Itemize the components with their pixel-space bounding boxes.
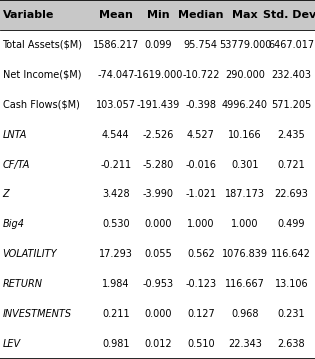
Bar — [0, 150, 315, 180]
Text: 187.173: 187.173 — [225, 190, 265, 200]
Text: Net Income($M): Net Income($M) — [3, 70, 81, 80]
Text: 10.166: 10.166 — [228, 130, 262, 140]
Text: 1.984: 1.984 — [102, 279, 129, 289]
Text: 2.638: 2.638 — [278, 339, 305, 349]
Text: 0.099: 0.099 — [145, 40, 172, 50]
Text: Cash Flows($M): Cash Flows($M) — [3, 100, 79, 110]
Text: 1.000: 1.000 — [187, 219, 215, 229]
Text: 0.981: 0.981 — [102, 339, 129, 349]
Text: RETURN: RETURN — [3, 279, 43, 289]
Text: 0.968: 0.968 — [231, 309, 259, 319]
Text: -191.439: -191.439 — [137, 100, 180, 110]
Text: 1586.217: 1586.217 — [93, 40, 139, 50]
Text: -3.990: -3.990 — [143, 190, 174, 200]
Bar — [0, 30, 315, 60]
Text: LNTA: LNTA — [3, 130, 27, 140]
Text: 1.000: 1.000 — [231, 219, 259, 229]
Text: 17.293: 17.293 — [99, 249, 133, 259]
Text: 0.562: 0.562 — [187, 249, 215, 259]
Text: -0.123: -0.123 — [185, 279, 216, 289]
Text: -10.722: -10.722 — [182, 70, 220, 80]
Text: -0.953: -0.953 — [143, 279, 174, 289]
Text: 571.205: 571.205 — [271, 100, 312, 110]
Text: Z: Z — [3, 190, 9, 200]
Text: 0.530: 0.530 — [102, 219, 129, 229]
Text: INVESTMENTS: INVESTMENTS — [3, 309, 72, 319]
Text: 4.527: 4.527 — [187, 130, 215, 140]
Text: 116.642: 116.642 — [272, 249, 311, 259]
Bar — [0, 239, 315, 269]
Text: 0.127: 0.127 — [187, 309, 215, 319]
Text: 22.693: 22.693 — [274, 190, 308, 200]
Bar — [0, 90, 315, 120]
Text: 0.510: 0.510 — [187, 339, 215, 349]
Bar — [0, 209, 315, 239]
Text: 4996.240: 4996.240 — [222, 100, 268, 110]
Text: CF/TA: CF/TA — [3, 159, 30, 169]
Text: -0.398: -0.398 — [185, 100, 216, 110]
Text: 290.000: 290.000 — [225, 70, 265, 80]
Text: Max: Max — [232, 10, 258, 20]
Text: 1076.839: 1076.839 — [222, 249, 268, 259]
Text: 0.301: 0.301 — [231, 159, 259, 169]
Text: 0.721: 0.721 — [278, 159, 305, 169]
Text: -2.526: -2.526 — [143, 130, 174, 140]
Text: 0.000: 0.000 — [145, 219, 172, 229]
Text: Std. Dev.: Std. Dev. — [263, 10, 315, 20]
Text: 4.544: 4.544 — [102, 130, 129, 140]
Bar — [0, 60, 315, 90]
Text: 2.435: 2.435 — [278, 130, 305, 140]
Text: -0.016: -0.016 — [185, 159, 216, 169]
Text: Total Assets($M): Total Assets($M) — [3, 40, 83, 50]
Text: -0.211: -0.211 — [100, 159, 131, 169]
Text: 232.403: 232.403 — [272, 70, 311, 80]
Text: Mean: Mean — [99, 10, 133, 20]
Bar — [0, 180, 315, 209]
Text: -5.280: -5.280 — [143, 159, 174, 169]
Text: VOLATILITY: VOLATILITY — [3, 249, 57, 259]
Text: -1.021: -1.021 — [185, 190, 216, 200]
Text: -1619.000: -1619.000 — [134, 70, 183, 80]
Bar — [0, 120, 315, 150]
Text: Variable: Variable — [3, 10, 54, 20]
Text: Median: Median — [178, 10, 224, 20]
Text: 53779.000: 53779.000 — [219, 40, 271, 50]
Text: 0.499: 0.499 — [278, 219, 305, 229]
Text: 103.057: 103.057 — [96, 100, 136, 110]
Text: 116.667: 116.667 — [225, 279, 265, 289]
Text: 6467.017: 6467.017 — [268, 40, 314, 50]
Text: 0.211: 0.211 — [102, 309, 129, 319]
Bar — [0, 299, 315, 329]
Text: 0.055: 0.055 — [144, 249, 172, 259]
Text: 0.012: 0.012 — [145, 339, 172, 349]
Text: Big4: Big4 — [3, 219, 25, 229]
Bar — [0, 269, 315, 299]
Text: 22.343: 22.343 — [228, 339, 262, 349]
Text: -74.047: -74.047 — [97, 70, 135, 80]
Text: 95.754: 95.754 — [184, 40, 218, 50]
Bar — [0, 0, 315, 30]
Text: LEV: LEV — [3, 339, 21, 349]
Bar — [0, 329, 315, 359]
Text: 0.231: 0.231 — [278, 309, 305, 319]
Text: 0.000: 0.000 — [145, 309, 172, 319]
Text: 3.428: 3.428 — [102, 190, 129, 200]
Text: Min: Min — [147, 10, 169, 20]
Text: 13.106: 13.106 — [275, 279, 308, 289]
